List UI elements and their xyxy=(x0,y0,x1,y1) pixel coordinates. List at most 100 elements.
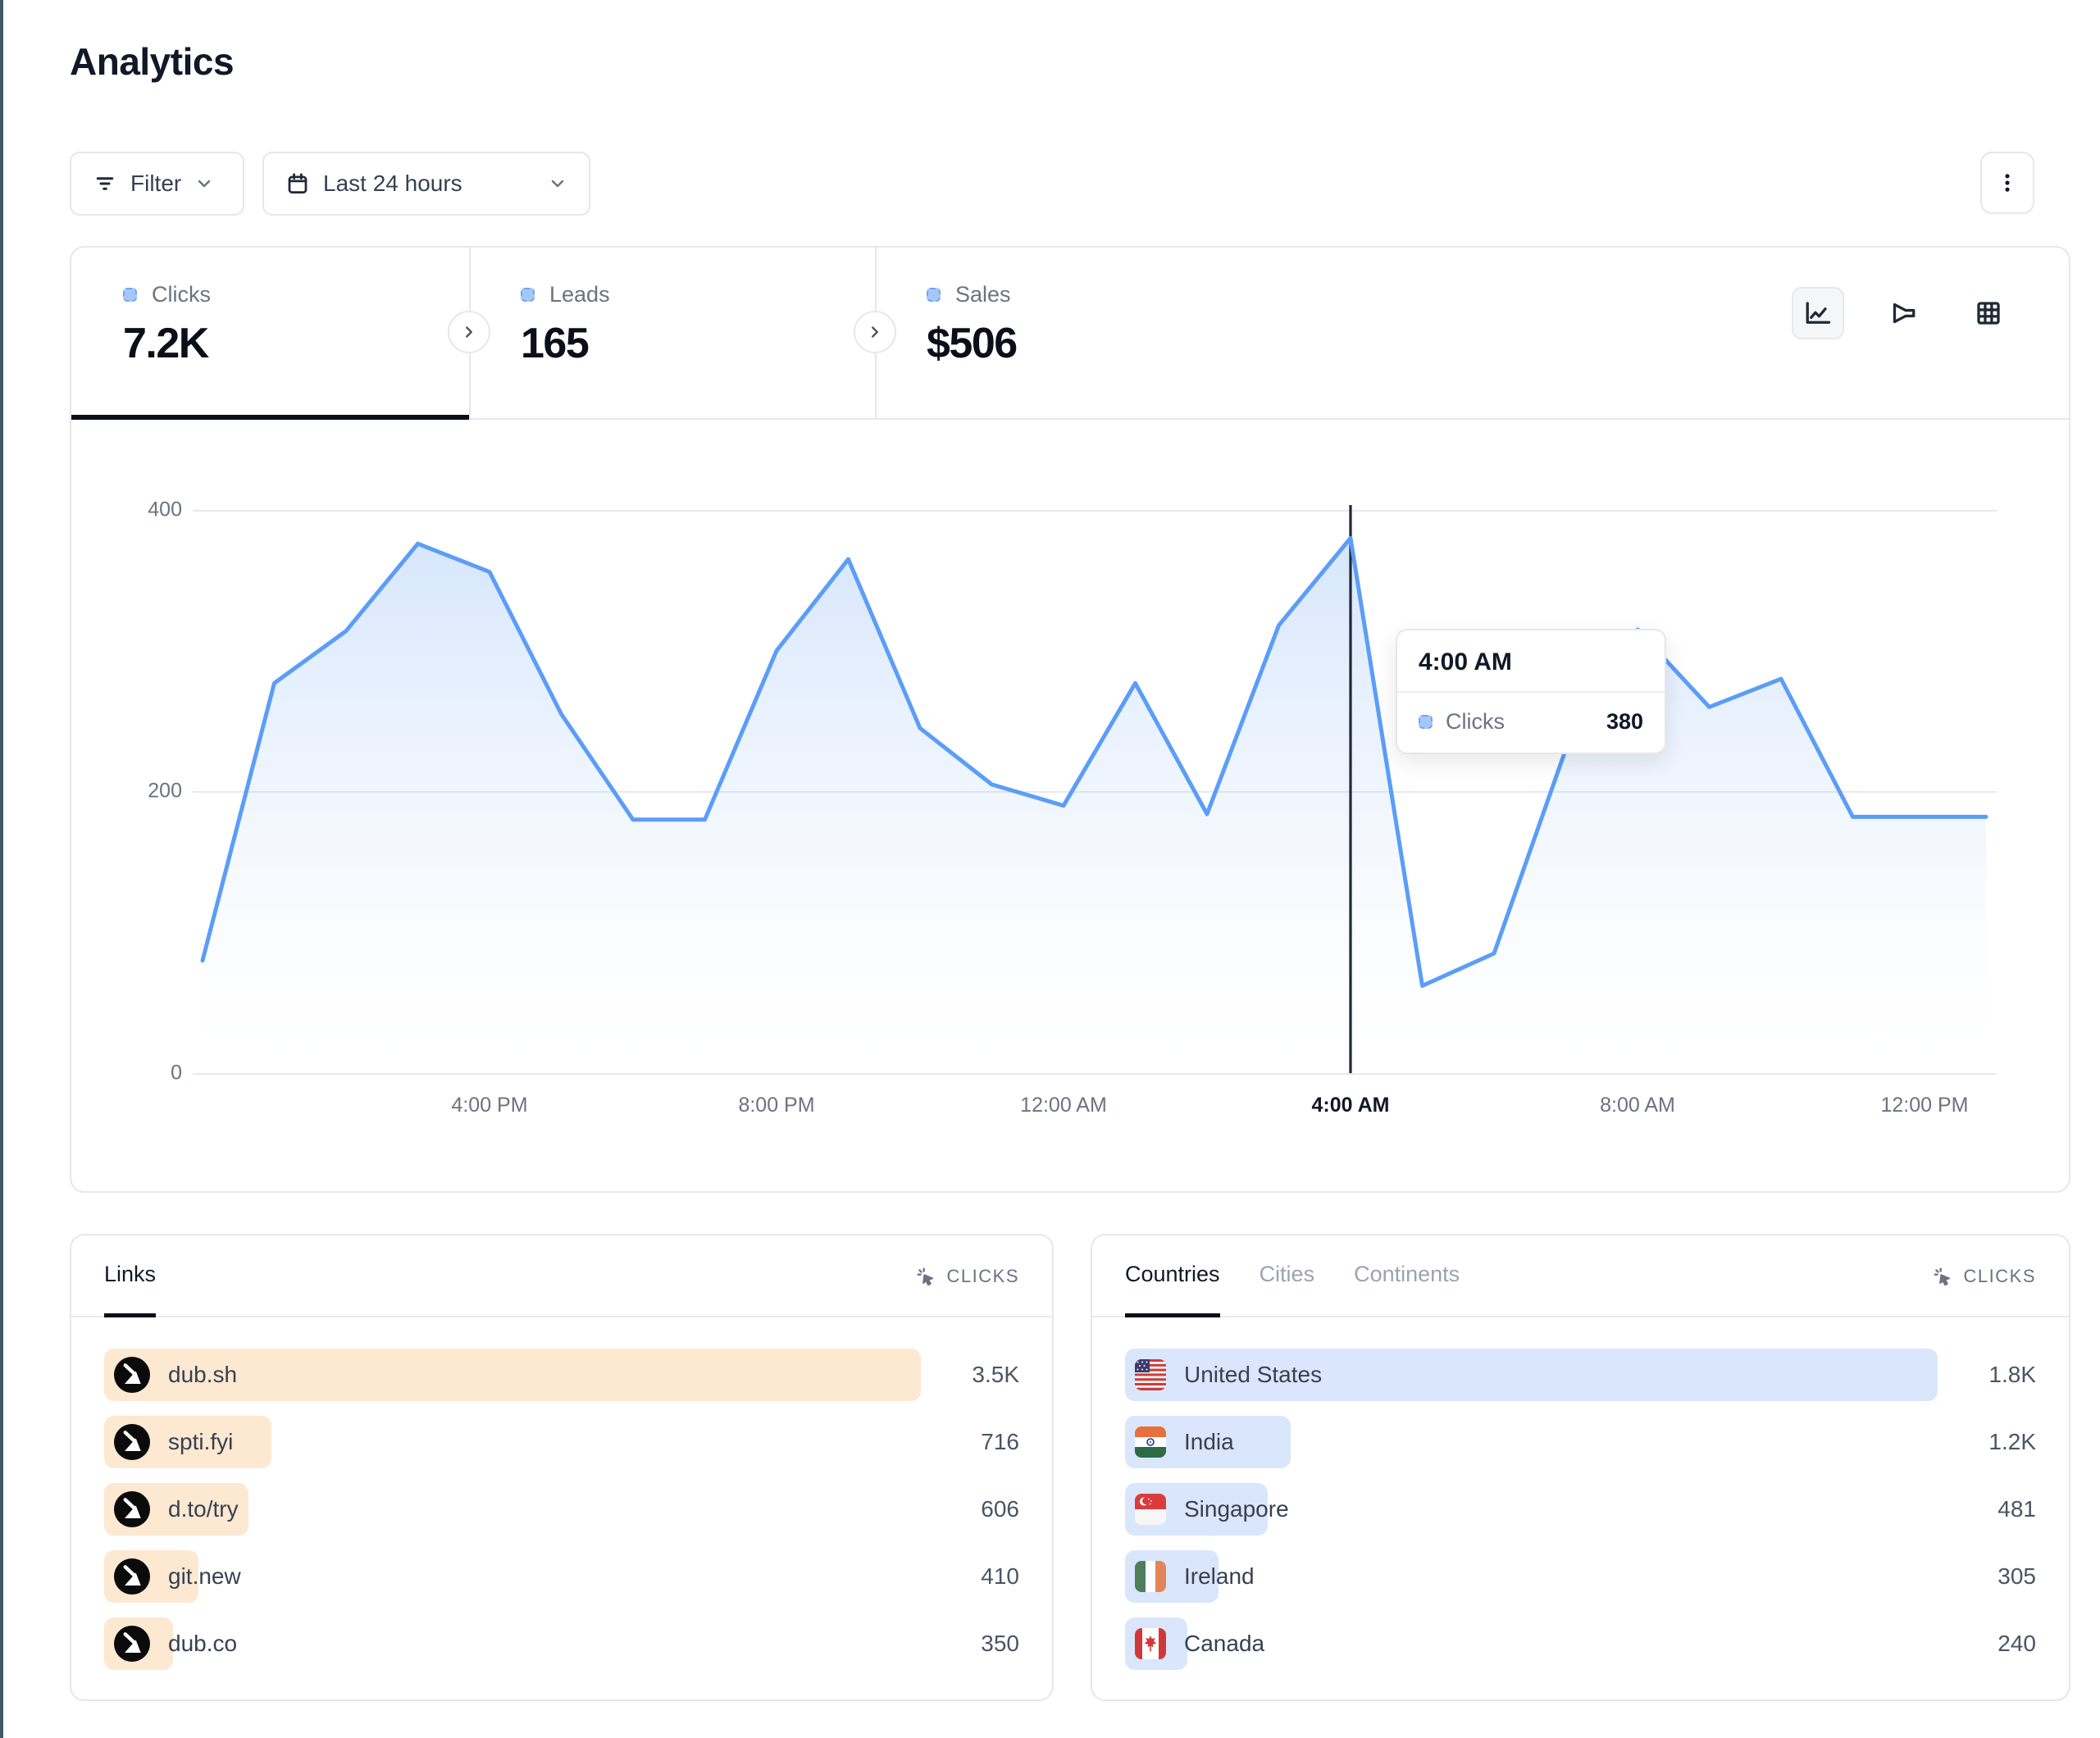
clicks-area-chart[interactable] xyxy=(200,505,1988,1073)
singapore-flag-icon xyxy=(1135,1494,1166,1525)
window-edge-accent xyxy=(0,0,3,1738)
table-grid-icon xyxy=(1977,302,2000,325)
funnel-view-button[interactable] xyxy=(1877,287,1929,339)
tab-countries[interactable]: Countries xyxy=(1125,1235,1220,1317)
links-list: dub.sh 3.5K spti.fyi 716 d.to/try 606 xyxy=(71,1317,1052,1670)
cursor-click-icon xyxy=(917,1267,933,1286)
links-metric-label: CLICKS xyxy=(946,1266,1019,1286)
sales-tab-label: Sales xyxy=(955,282,1011,307)
country-value: 240 xyxy=(1998,1631,2036,1656)
link-label: git.new xyxy=(168,1563,241,1589)
active-tab-underline xyxy=(71,415,469,420)
x-axis-tick: 12:00 PM xyxy=(1880,1094,1969,1117)
date-range-button[interactable]: Last 24 hours xyxy=(262,152,590,216)
leads-tab-value: 165 xyxy=(521,320,590,367)
link-row[interactable]: spti.fyi 716 xyxy=(104,1416,1019,1468)
link-value: 606 xyxy=(981,1496,1019,1522)
analytics-card: Clicks 7.2K Leads 165 Sales $506 xyxy=(70,246,2070,1193)
link-bar xyxy=(104,1349,921,1401)
dub-logo-icon xyxy=(114,1491,150,1527)
links-metric-selector[interactable]: CLICKS xyxy=(914,1235,1019,1317)
x-axis-tick: 12:00 AM xyxy=(1020,1094,1107,1117)
calendar-icon xyxy=(288,173,307,193)
chevron-right-icon xyxy=(466,326,472,338)
chart-area-fill xyxy=(203,538,1986,1073)
link-value: 350 xyxy=(981,1631,1019,1656)
leads-tab-label: Leads xyxy=(549,282,610,307)
x-axis-tick: 8:00 AM xyxy=(1600,1094,1675,1117)
country-label: United States xyxy=(1184,1362,1323,1387)
line-chart-view-button[interactable] xyxy=(1792,287,1844,339)
link-label: dub.sh xyxy=(168,1362,238,1387)
more-options-button[interactable] xyxy=(1980,152,2034,214)
clicks-tab-label: Clicks xyxy=(152,282,211,307)
tooltip-value: 380 xyxy=(1606,709,1643,734)
kebab-menu-icon xyxy=(2005,174,2010,192)
x-axis-tick: 4:00 PM xyxy=(451,1094,528,1117)
filter-button-label: Filter xyxy=(130,171,182,196)
country-row[interactable]: Ireland 305 xyxy=(1125,1550,2036,1603)
dub-logo-icon xyxy=(114,1357,150,1393)
country-row[interactable]: Singapore 481 xyxy=(1125,1483,2036,1536)
tab-continents[interactable]: Continents xyxy=(1354,1262,1460,1286)
link-label: d.to/try xyxy=(168,1496,239,1522)
tab-links[interactable]: Links xyxy=(104,1235,157,1317)
country-value: 1.2K xyxy=(1988,1429,2036,1454)
country-row[interactable]: India 1.2K xyxy=(1125,1416,2036,1468)
funnel-icon xyxy=(1893,303,1916,324)
sales-tab-value: $506 xyxy=(927,320,1018,367)
sales-series-swatch xyxy=(927,288,941,302)
link-value: 3.5K xyxy=(972,1362,1019,1387)
countries-metric-label: CLICKS xyxy=(1963,1266,2036,1286)
filter-icon xyxy=(96,177,114,190)
chevron-right-icon xyxy=(872,326,878,338)
country-value: 1.8K xyxy=(1988,1362,2036,1387)
expand-leads-button[interactable] xyxy=(854,311,896,353)
y-axis-tick: 400 xyxy=(148,498,182,521)
chart-tooltip: 4:00 AM Clicks 380 xyxy=(1396,629,1666,754)
link-label: spti.fyi xyxy=(168,1429,234,1454)
link-label: dub.co xyxy=(168,1631,238,1656)
link-row[interactable]: dub.sh 3.5K xyxy=(104,1349,1019,1401)
country-row[interactable]: Canada 240 xyxy=(1125,1617,2036,1670)
country-bar xyxy=(1125,1349,1938,1401)
country-value: 481 xyxy=(1998,1496,2036,1522)
clicks-tab-value: 7.2K xyxy=(123,320,209,367)
link-row[interactable]: git.new 410 xyxy=(104,1550,1019,1603)
country-row[interactable]: United States 1.8K xyxy=(1125,1349,2036,1401)
filter-button[interactable]: Filter xyxy=(70,152,244,216)
chart-line xyxy=(200,535,1988,988)
date-range-label: Last 24 hours xyxy=(323,171,462,196)
us-flag-icon xyxy=(1135,1359,1166,1390)
country-value: 305 xyxy=(1998,1563,2036,1589)
tooltip-time: 4:00 AM xyxy=(1397,630,1665,693)
link-row[interactable]: dub.co 350 xyxy=(104,1617,1019,1670)
leads-series-swatch xyxy=(521,288,535,302)
countries-list: United States 1.8K India 1.2K xyxy=(1092,1317,2069,1670)
tab-sales[interactable]: Sales $506 xyxy=(875,248,1449,420)
tab-leads[interactable]: Leads 165 xyxy=(469,248,875,420)
tab-cities[interactable]: Cities xyxy=(1259,1262,1315,1286)
links-panel-header: Links CLICKS xyxy=(71,1235,1052,1317)
chevron-down-icon xyxy=(551,180,564,188)
dub-logo-icon xyxy=(114,1626,150,1662)
india-flag-icon xyxy=(1135,1426,1166,1458)
gridline xyxy=(193,510,1997,512)
country-label: Canada xyxy=(1184,1631,1265,1656)
dub-logo-icon xyxy=(114,1424,150,1460)
link-row[interactable]: d.to/try 606 xyxy=(104,1483,1019,1536)
x-axis-tick: 8:00 PM xyxy=(738,1094,815,1117)
y-axis-tick: 0 xyxy=(171,1061,182,1085)
chart-type-toggle xyxy=(1792,287,2015,339)
expand-clicks-button[interactable] xyxy=(448,311,490,353)
countries-panel: Countries Cities Continents CLICKS Unite… xyxy=(1091,1234,2070,1701)
tab-clicks[interactable]: Clicks 7.2K xyxy=(71,248,469,420)
country-label: Singapore xyxy=(1184,1496,1289,1522)
table-view-button[interactable] xyxy=(1962,287,2015,339)
chevron-down-icon xyxy=(198,180,211,188)
y-axis-tick: 200 xyxy=(148,779,182,803)
line-chart-icon xyxy=(1806,302,1831,324)
tooltip-series-swatch xyxy=(1419,715,1433,729)
countries-metric-selector[interactable]: CLICKS xyxy=(1931,1235,2036,1317)
